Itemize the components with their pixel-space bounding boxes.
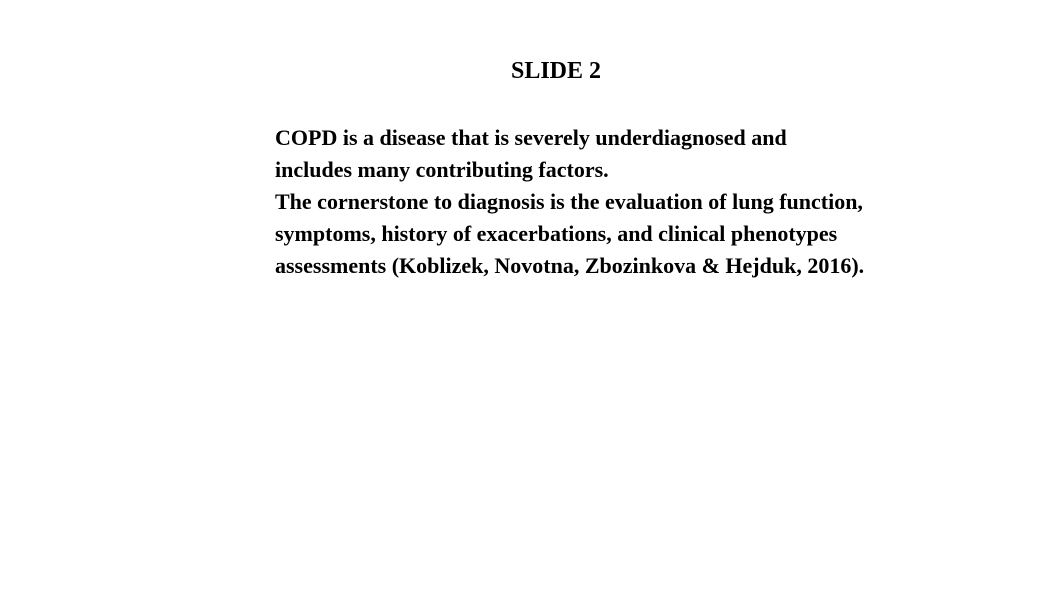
paragraph-2: The cornerstone to diagnosis is the eval… xyxy=(275,186,865,282)
paragraph-1: COPD is a disease that is severely under… xyxy=(275,122,865,186)
slide-title: SLIDE 2 xyxy=(0,58,1062,85)
slide-body: COPD is a disease that is severely under… xyxy=(275,122,865,281)
